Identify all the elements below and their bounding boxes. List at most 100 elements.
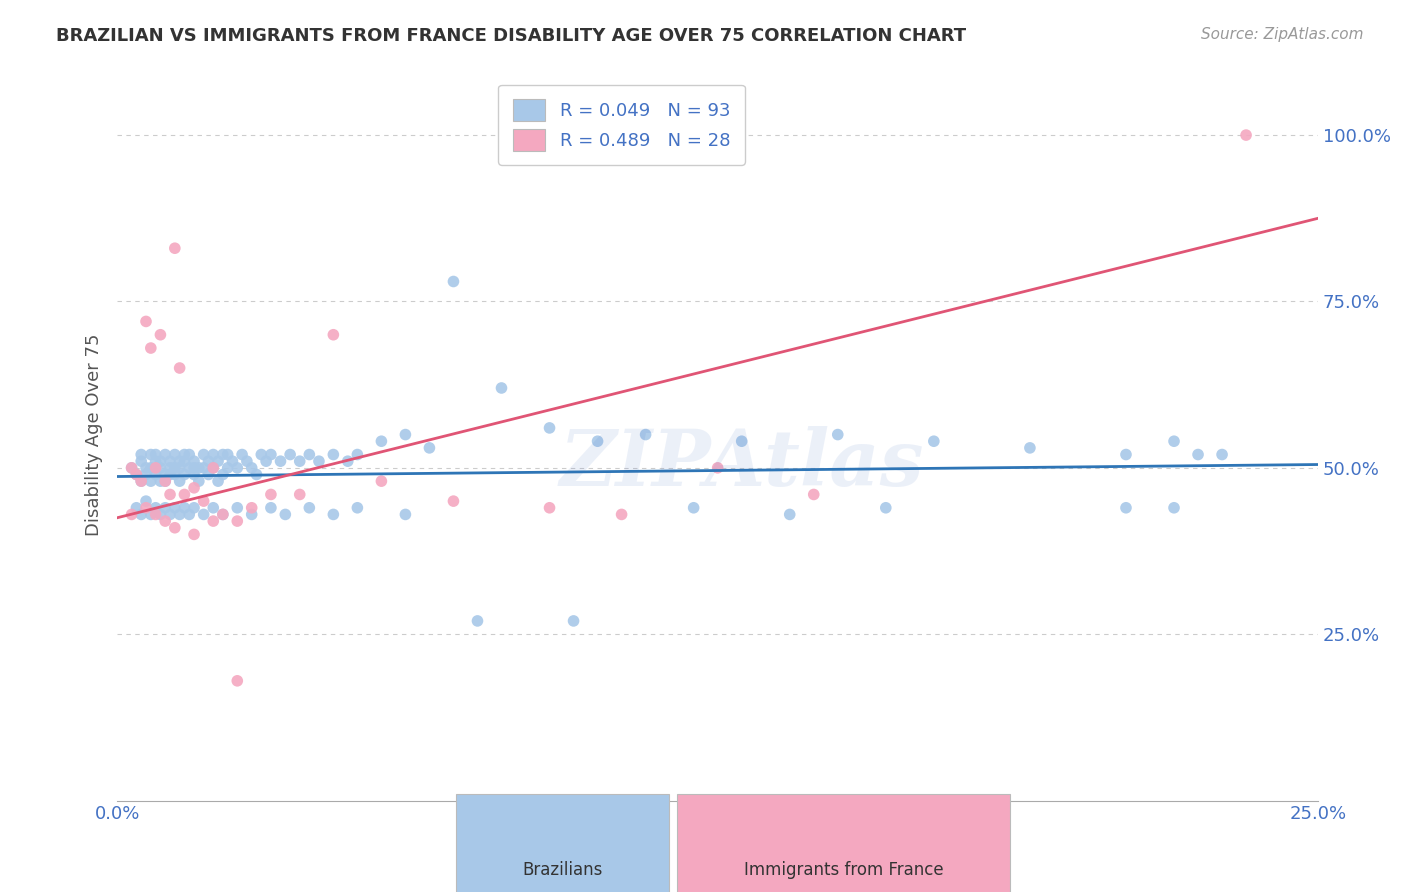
Point (212, 467, 235, 482)
Point (135, 460, 157, 475)
Point (706, 460, 728, 475)
Point (418, 441, 440, 455)
Point (226, 514, 249, 528)
Point (163, 241, 186, 255)
Text: Brazilians: Brazilians (522, 861, 603, 879)
Point (922, 434, 945, 449)
Point (183, 467, 205, 482)
Point (125, 467, 148, 482)
Point (169, 460, 191, 475)
Point (240, 508, 263, 522)
Point (260, 487, 283, 501)
Point (139, 448, 162, 462)
Point (254, 454, 277, 468)
Point (149, 454, 172, 468)
Point (139, 508, 162, 522)
Point (803, 487, 825, 501)
Text: Immigrants from France: Immigrants from France (744, 861, 943, 879)
Point (288, 487, 311, 501)
Point (121, 508, 143, 522)
Point (149, 474, 172, 488)
Point (610, 508, 633, 522)
Point (197, 454, 219, 468)
Point (443, 275, 465, 289)
Point (129, 474, 152, 488)
Point (250, 448, 273, 462)
Point (187, 460, 209, 475)
Point (129, 508, 152, 522)
Point (173, 454, 195, 468)
Text: Source: ZipAtlas.com: Source: ZipAtlas.com (1201, 27, 1364, 42)
Point (212, 508, 235, 522)
Point (163, 448, 186, 462)
Point (260, 500, 283, 515)
Point (226, 500, 249, 515)
Point (274, 508, 297, 522)
Point (562, 614, 585, 628)
Point (1115, 500, 1137, 515)
Point (145, 454, 167, 468)
Point (586, 434, 609, 449)
Point (197, 467, 219, 482)
Point (212, 508, 235, 522)
Point (121, 460, 143, 475)
Point (202, 460, 225, 475)
Point (163, 460, 186, 475)
Point (346, 500, 368, 515)
Point (183, 527, 205, 541)
Point (278, 448, 301, 462)
Point (173, 467, 195, 482)
Point (467, 614, 489, 628)
Y-axis label: Disability Age Over 75: Disability Age Over 75 (86, 334, 103, 536)
Point (145, 467, 167, 482)
Point (187, 474, 209, 488)
Point (129, 454, 152, 468)
Point (827, 427, 849, 442)
Point (394, 427, 416, 442)
Point (212, 448, 235, 462)
Point (163, 521, 186, 535)
Point (125, 500, 148, 515)
Point (193, 508, 215, 522)
Point (169, 361, 191, 376)
Point (159, 454, 181, 468)
Point (193, 494, 215, 508)
Point (202, 448, 225, 462)
Point (159, 508, 181, 522)
Point (491, 381, 513, 395)
Point (322, 448, 344, 462)
Point (1163, 500, 1185, 515)
Point (135, 314, 157, 328)
Point (179, 448, 201, 462)
Point (129, 474, 152, 488)
Point (149, 327, 172, 342)
Text: ZIPAtlas: ZIPAtlas (560, 425, 924, 502)
Point (226, 673, 249, 688)
Point (145, 508, 167, 522)
Point (634, 427, 657, 442)
Point (1163, 434, 1185, 449)
Point (135, 494, 157, 508)
Point (538, 421, 561, 435)
Point (1234, 128, 1257, 142)
Point (538, 500, 561, 515)
Point (125, 467, 148, 482)
Point (217, 448, 239, 462)
Point (129, 448, 152, 462)
Point (179, 508, 201, 522)
Point (155, 514, 177, 528)
Point (135, 500, 157, 515)
Point (322, 508, 344, 522)
Point (346, 448, 368, 462)
Point (193, 460, 215, 475)
Point (207, 454, 229, 468)
Point (159, 467, 181, 482)
Point (179, 460, 201, 475)
Point (163, 467, 186, 482)
Point (121, 460, 143, 475)
Point (173, 500, 195, 515)
Point (202, 514, 225, 528)
Point (173, 448, 195, 462)
Point (202, 500, 225, 515)
Point (336, 454, 359, 468)
